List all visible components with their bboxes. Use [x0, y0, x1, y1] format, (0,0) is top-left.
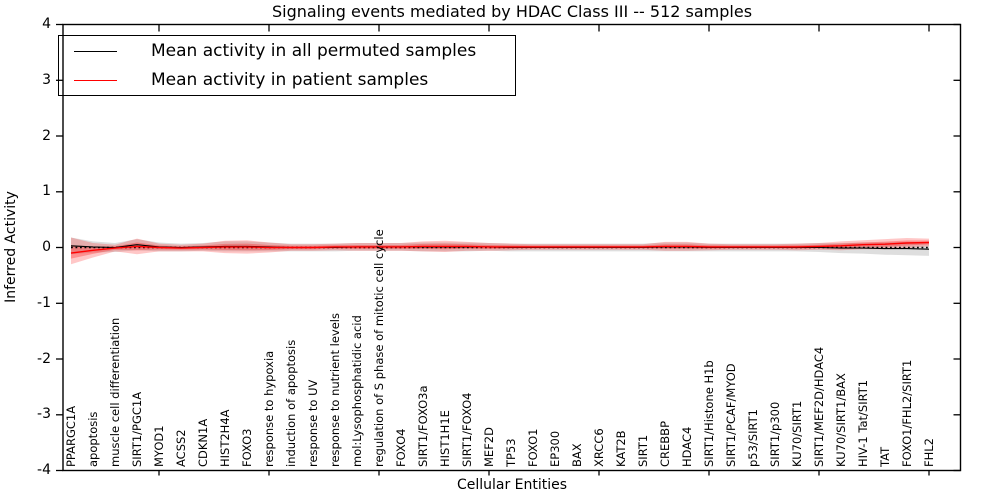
category-label: SIRT1/PGC1A [130, 391, 144, 467]
y-tick-label: 2 [42, 127, 51, 144]
category-label: SIRT1/Histone H1b [702, 360, 716, 467]
category-label: PPARGC1A [64, 405, 78, 467]
category-label: HIST2H4A [218, 409, 232, 467]
legend: Mean activity in all permuted samples Me… [58, 35, 516, 96]
y-tick-label: 1 [42, 183, 51, 200]
category-label: HIV-1 Tat/SIRT1 [856, 379, 870, 467]
category-label: regulation of S phase of mitotic cell cy… [372, 229, 386, 467]
category-label: FOXO1 [526, 428, 540, 467]
category-label: SIRT1 [636, 434, 650, 467]
patient-band-inner [71, 240, 929, 259]
category-label: FHL2 [922, 438, 936, 467]
category-label: FOXO4 [394, 428, 408, 467]
category-label: ACSS2 [174, 429, 188, 467]
y-tick-label: -3 [37, 406, 51, 423]
legend-item-permuted: Mean activity in all permuted samples [74, 40, 515, 62]
category-label: SIRT1/MEF2D/HDAC4 [812, 346, 826, 467]
category-label: CDKN1A [196, 418, 210, 467]
category-label: TP53 [504, 438, 518, 467]
category-label: SIRT1/p300 [768, 401, 782, 467]
category-label: FOXO3 [240, 428, 254, 467]
legend-label-permuted: Mean activity in all permuted samples [151, 41, 477, 61]
category-label: response to nutrient levels [328, 313, 342, 467]
category-label: muscle cell differentiation [108, 317, 122, 467]
category-label: response to hypoxia [262, 350, 276, 467]
legend-item-patient: Mean activity in patient samples [74, 69, 515, 91]
category-label: CREBBP [658, 421, 672, 467]
category-label: apoptosis [86, 411, 100, 467]
category-label: TAT [878, 446, 892, 467]
legend-line-black [74, 50, 117, 52]
x-axis-label: Cellular Entities [456, 477, 568, 493]
category-label: SIRT1/FOXO3a [416, 385, 430, 467]
patient-mean-line [70, 241, 930, 254]
y-tick-label: 0 [42, 239, 51, 255]
category-label: HDAC4 [680, 426, 694, 467]
category-label: EP300 [548, 430, 562, 467]
category-label: induction of apoptosis [284, 339, 298, 467]
category-label: KU70/SIRT1/BAX [834, 373, 848, 467]
y-tick-label: 4 [42, 16, 51, 32]
y-tick-label: -2 [37, 350, 51, 367]
category-label: MEF2D [482, 427, 496, 467]
category-label: MYOD1 [152, 425, 166, 467]
legend-label-patient: Mean activity in patient samples [151, 70, 429, 90]
category-label: p53/SIRT1 [746, 409, 760, 467]
category-label: KU70/SIRT1 [790, 400, 804, 467]
patient-band-outer [71, 237, 929, 265]
category-label: mol:Lysophosphatidic acid [350, 315, 364, 467]
category-label: HIST1H1E [438, 410, 452, 467]
category-label: SIRT1/PCAF/MYOD [724, 363, 738, 467]
y-tick-label: 3 [42, 71, 51, 88]
category-label: XRCC6 [592, 428, 606, 467]
category-label: BAX [570, 443, 584, 467]
y-tick-label: -1 [37, 294, 51, 311]
category-label: SIRT1/FOXO4 [460, 392, 474, 467]
legend-line-red [74, 79, 117, 81]
chart-title: Signaling events mediated by HDAC Class … [271, 2, 753, 21]
category-label: response to UV [306, 379, 320, 467]
category-label: FOXO1/FHL2/SIRT1 [900, 359, 914, 467]
category-label: KAT2B [614, 430, 628, 467]
y-tick-label: -4 [37, 462, 51, 478]
